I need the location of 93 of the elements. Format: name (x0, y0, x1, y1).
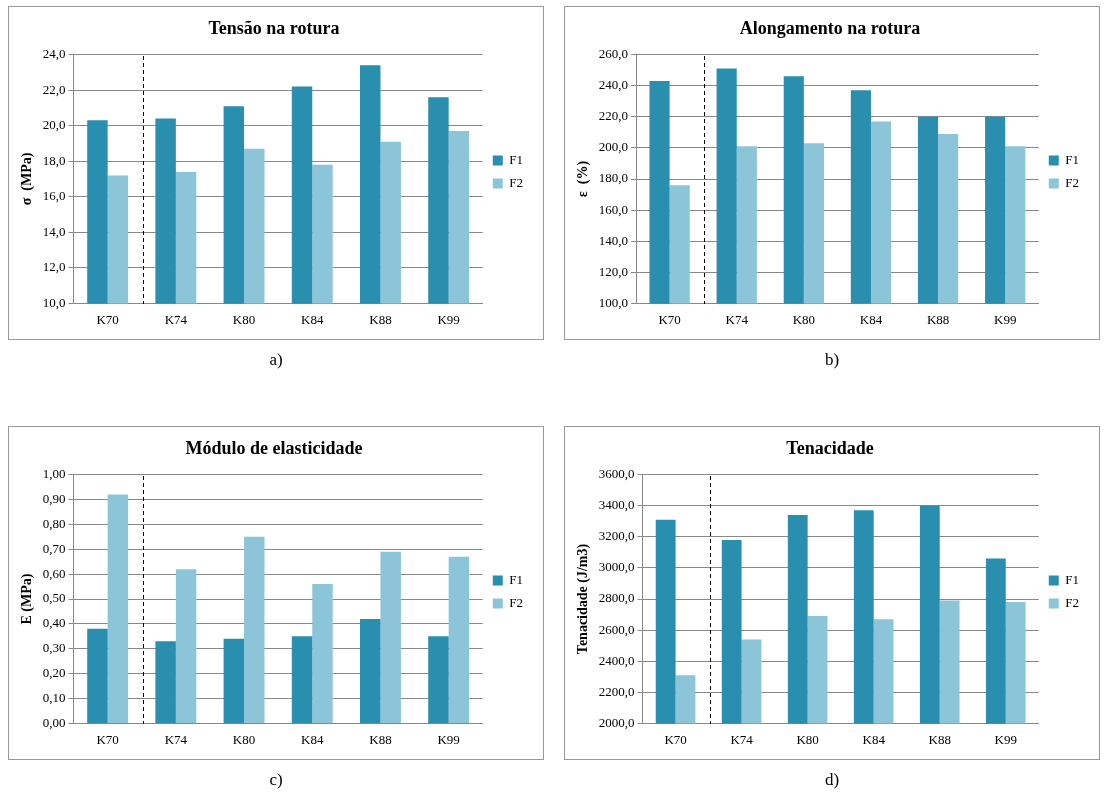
bar (428, 636, 449, 723)
legend-label: F1 (509, 571, 523, 587)
x-tick-label: K88 (369, 731, 392, 747)
y-tick-label: 16,0 (42, 188, 66, 204)
y-axis-title: σ (MPa) (19, 152, 36, 206)
chart-title: Alongamento na rotura (739, 18, 921, 39)
y-tick-label: 260,0 (598, 46, 629, 62)
text: c) (268, 770, 284, 790)
y-axis-title: ε (%) (575, 160, 592, 198)
y-tick-label: 0,80 (42, 515, 66, 531)
x-tick-label: K74 (164, 311, 188, 327)
y-tick-label: 0,00 (42, 714, 66, 730)
y-tick-label: 3400,0 (598, 497, 635, 513)
bar (360, 618, 381, 723)
x-tick-label: K99 (437, 731, 460, 747)
legend-label: F1 (1065, 151, 1079, 167)
y-tick-label: 12,0 (42, 259, 66, 275)
y-tick-label: 0,20 (42, 665, 66, 681)
bar (107, 494, 129, 723)
y-tick-label: 0,90 (42, 490, 66, 506)
y-tick-label: 240,0 (598, 77, 629, 93)
bar (223, 638, 245, 723)
y-tick-label: 120,0 (598, 263, 629, 279)
bar (312, 584, 333, 723)
x-tick-label: K70 (658, 311, 681, 327)
text: a) (268, 350, 284, 370)
x-tick-label: K84 (862, 731, 886, 747)
x-tick-label: K88 (928, 731, 951, 747)
x-tick-label: K70 (96, 731, 119, 747)
bar (448, 556, 470, 723)
x-tick-label: K80 (232, 311, 256, 327)
x-tick-label: K84 (859, 311, 883, 327)
x-tick-label: K80 (792, 311, 816, 327)
x-tick-label: K99 (994, 311, 1017, 327)
legend-label: F2 (1065, 174, 1079, 190)
y-tick-label: 220,0 (598, 108, 629, 124)
chart-title: Tensão na rotura (208, 18, 340, 39)
y-tick-label: 0,10 (42, 689, 66, 705)
legend-label: F2 (1065, 594, 1079, 610)
y-tick-label: 0,30 (42, 640, 66, 656)
x-tick-label: K84 (301, 311, 324, 327)
y-tick-label: 200,0 (598, 139, 629, 155)
y-tick-label: 0,60 (42, 565, 66, 581)
y-tick-label: 2800,0 (598, 590, 635, 606)
x-tick-label: K80 (232, 731, 256, 747)
y-tick-label: 3000,0 (598, 559, 635, 575)
y-tick-label: 100,0 (598, 294, 629, 310)
y-tick-label: 0,70 (42, 540, 66, 556)
x-tick-label: K74 (725, 311, 749, 327)
y-tick-label: 24,0 (42, 46, 66, 62)
legend-label: F1 (509, 151, 523, 167)
chart-title: Módulo de elasticidade (185, 438, 363, 459)
x-tick-label: K80 (796, 731, 819, 747)
x-tick-label: K88 (926, 311, 950, 327)
y-tick-label: 3200,0 (598, 528, 635, 544)
y-axis-title: E (MPa) (19, 573, 36, 625)
y-tick-label: 10,0 (42, 294, 66, 310)
x-tick-label: K74 (730, 731, 754, 747)
y-tick-label: 2400,0 (598, 652, 635, 668)
legend-label: F2 (509, 174, 523, 190)
chart-title: Tenacidade (786, 438, 874, 459)
y-axis-title: Tenacidade (J/m3) (575, 543, 592, 655)
x-tick-label: K99 (437, 311, 460, 327)
y-tick-label: 2600,0 (598, 621, 635, 637)
y-tick-label: 140,0 (598, 232, 629, 248)
x-tick-label: K84 (301, 731, 324, 747)
bar (380, 551, 401, 723)
legend-label: F2 (509, 594, 523, 610)
x-tick-label: K99 (994, 731, 1017, 747)
x-tick-label: K70 (96, 311, 119, 327)
bar (155, 641, 176, 723)
text: d) (823, 770, 841, 790)
y-tick-label: 18,0 (42, 152, 66, 168)
y-tick-label: 1,00 (42, 466, 66, 482)
text: b) (823, 350, 841, 370)
y-tick-label: 14,0 (42, 223, 66, 239)
y-tick-label: 160,0 (598, 201, 629, 217)
y-tick-label: 2200,0 (598, 683, 635, 699)
x-tick-label: K88 (369, 311, 392, 327)
y-tick-label: 0,40 (42, 615, 66, 631)
bar (291, 636, 313, 723)
x-tick-label: K70 (664, 731, 687, 747)
y-tick-label: 180,0 (598, 170, 629, 186)
bar (87, 628, 108, 723)
y-tick-label: 3600,0 (598, 466, 635, 482)
y-tick-label: 2000,0 (598, 714, 635, 730)
y-tick-label: 0,50 (42, 590, 66, 606)
y-tick-label: 22,0 (42, 81, 66, 97)
bar (244, 536, 265, 723)
x-tick-label: K74 (164, 731, 188, 747)
y-tick-label: 20,0 (42, 117, 66, 133)
legend-label: F1 (1065, 571, 1079, 587)
bar (175, 569, 197, 723)
